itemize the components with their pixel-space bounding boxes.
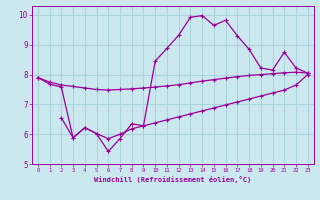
X-axis label: Windchill (Refroidissement éolien,°C): Windchill (Refroidissement éolien,°C) — [94, 176, 252, 183]
